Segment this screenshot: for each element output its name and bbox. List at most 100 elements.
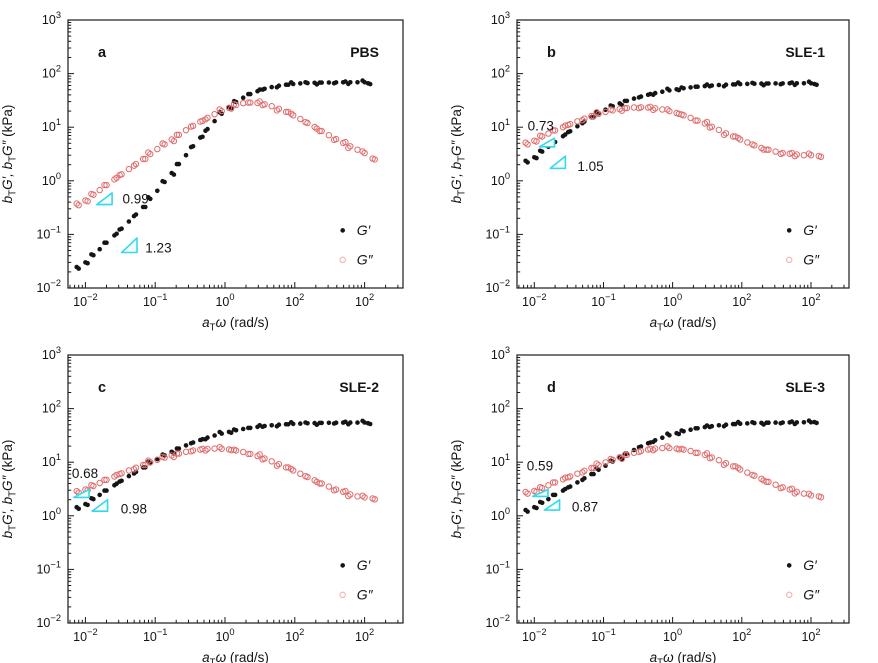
data-point-gdouble bbox=[371, 156, 378, 163]
data-point-gdouble bbox=[703, 118, 711, 126]
data-point-gdouble bbox=[325, 483, 333, 490]
data-point-gdouble bbox=[297, 470, 304, 477]
data-point-gprime bbox=[97, 492, 102, 498]
data-point-gprime bbox=[246, 425, 251, 431]
slope-value-label: 1.05 bbox=[577, 159, 603, 174]
data-point-gprime bbox=[806, 418, 812, 424]
data-point-gdouble bbox=[720, 461, 728, 468]
series-g-double-prime bbox=[522, 443, 825, 501]
data-point-gdouble bbox=[247, 99, 254, 106]
axis-title: aTω (rad/s) bbox=[650, 650, 717, 663]
tick-label: 103 bbox=[491, 345, 510, 362]
data-point-gdouble bbox=[537, 132, 544, 139]
data-point-gdouble bbox=[182, 448, 190, 455]
data-point-gdouble bbox=[551, 479, 559, 486]
data-point-gdouble bbox=[142, 155, 149, 163]
data-point-gdouble bbox=[245, 450, 252, 458]
data-point-gdouble bbox=[602, 459, 609, 466]
data-point-gdouble bbox=[744, 469, 751, 476]
data-point-gprime bbox=[355, 80, 360, 85]
data-point-gdouble bbox=[650, 447, 657, 454]
tick-label: 102 bbox=[732, 292, 751, 309]
data-point-gdouble bbox=[154, 456, 161, 463]
data-point-gprime bbox=[74, 264, 79, 270]
data-point-gdouble bbox=[73, 200, 80, 207]
data-point-gdouble bbox=[245, 99, 252, 106]
data-point-gprime bbox=[636, 95, 642, 100]
data-point-gprime bbox=[650, 92, 656, 97]
legend-marker-gdouble bbox=[339, 256, 346, 264]
data-point-gdouble bbox=[588, 464, 595, 472]
tick-label: 100 bbox=[491, 506, 510, 523]
data-point-gdouble bbox=[675, 446, 682, 453]
data-point-gdouble bbox=[330, 136, 338, 144]
data-point-gprime bbox=[231, 427, 237, 432]
data-point-gdouble bbox=[749, 471, 756, 479]
data-point-gdouble bbox=[635, 448, 643, 455]
data-point-gdouble bbox=[744, 139, 751, 146]
data-point-gprime bbox=[203, 436, 208, 442]
data-point-gprime bbox=[721, 424, 727, 429]
data-point-gdouble bbox=[116, 171, 123, 179]
slope-value-label: 0.99 bbox=[123, 191, 149, 206]
data-point-gdouble bbox=[211, 445, 218, 452]
tick-label: 10−2 bbox=[522, 627, 547, 644]
data-point-gdouble bbox=[581, 467, 588, 474]
data-point-gprime bbox=[97, 246, 102, 252]
data-point-gprime bbox=[707, 424, 713, 430]
data-point-gdouble bbox=[361, 149, 368, 157]
data-point-gdouble bbox=[259, 101, 266, 109]
data-point-gdouble bbox=[581, 115, 588, 122]
data-point-gprime bbox=[298, 81, 303, 86]
data-point-gdouble bbox=[139, 155, 147, 163]
data-point-gdouble bbox=[549, 127, 557, 134]
data-point-gdouble bbox=[650, 106, 657, 114]
slope-annotation: 0.68 bbox=[72, 466, 98, 499]
data-point-gprime bbox=[355, 420, 360, 425]
data-point-gdouble bbox=[316, 127, 323, 135]
panel-d: 10−2 10−1 100 102 102 10−2 10−1 100 101 102 103 aTω… bbox=[449, 345, 850, 663]
data-point-gdouble bbox=[230, 446, 238, 453]
data-point-gprime bbox=[707, 84, 713, 89]
data-point-gdouble bbox=[290, 467, 297, 474]
data-point-gdouble bbox=[228, 105, 235, 112]
data-point-gdouble bbox=[715, 126, 723, 134]
axis-title: bTG′, bTG″ (kPa) bbox=[0, 105, 19, 204]
data-point-gdouble bbox=[256, 451, 263, 458]
data-point-gdouble bbox=[678, 445, 685, 452]
data-point-gdouble bbox=[359, 148, 366, 155]
slope-annotation: 0.87 bbox=[543, 499, 598, 515]
data-point-gprime bbox=[693, 426, 698, 431]
tick-label: 100 bbox=[42, 171, 61, 188]
data-point-gdouble bbox=[652, 105, 659, 112]
data-point-gprime bbox=[117, 479, 122, 484]
data-point-gprime bbox=[565, 129, 571, 135]
data-point-gdouble bbox=[361, 494, 368, 501]
slope-triangle-icon bbox=[543, 499, 561, 511]
tick-label: 102 bbox=[732, 627, 751, 644]
data-point-gdouble bbox=[273, 462, 281, 469]
data-point-gdouble bbox=[96, 186, 103, 194]
legend: G′ G″ bbox=[339, 557, 374, 602]
data-point-gprime bbox=[331, 421, 337, 426]
data-point-gdouble bbox=[593, 460, 600, 467]
series-g-double-prime bbox=[73, 98, 378, 209]
data-point-gprime bbox=[360, 78, 365, 83]
data-point-gdouble bbox=[101, 181, 108, 189]
data-point-gprime bbox=[146, 195, 151, 200]
data-point-gdouble bbox=[791, 152, 798, 160]
data-point-gdouble bbox=[817, 494, 825, 501]
data-point-gprime bbox=[735, 419, 741, 425]
data-point-gdouble bbox=[173, 450, 181, 457]
data-point-gdouble bbox=[623, 451, 631, 459]
tick-label: 102 bbox=[491, 399, 510, 416]
data-point-gprime bbox=[102, 488, 107, 493]
series-g-double-prime bbox=[73, 444, 378, 503]
data-point-gdouble bbox=[590, 464, 597, 472]
data-point-gprime bbox=[523, 158, 528, 164]
data-point-gdouble bbox=[793, 488, 800, 495]
plot-frame bbox=[67, 19, 404, 289]
tick-label: 102 bbox=[355, 292, 374, 309]
data-point-gdouble bbox=[537, 484, 544, 491]
